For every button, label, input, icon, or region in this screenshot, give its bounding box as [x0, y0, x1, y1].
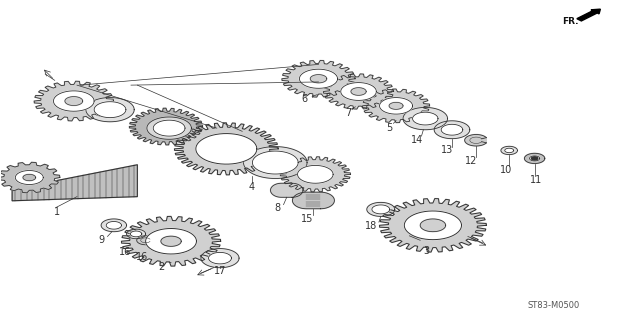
- Text: 14: 14: [411, 135, 423, 145]
- Text: 8: 8: [274, 204, 280, 213]
- Text: FR.: FR.: [562, 17, 578, 26]
- Polygon shape: [15, 171, 43, 185]
- Polygon shape: [292, 192, 334, 209]
- Polygon shape: [23, 174, 36, 181]
- Polygon shape: [341, 83, 376, 100]
- Polygon shape: [420, 219, 446, 232]
- Text: 1: 1: [54, 207, 60, 217]
- Polygon shape: [101, 219, 127, 232]
- Polygon shape: [147, 117, 191, 139]
- Text: 9: 9: [98, 235, 104, 245]
- Polygon shape: [380, 98, 413, 114]
- Polygon shape: [0, 162, 60, 193]
- Polygon shape: [299, 69, 338, 88]
- Polygon shape: [380, 199, 486, 252]
- Polygon shape: [127, 229, 146, 239]
- Polygon shape: [150, 119, 182, 134]
- Polygon shape: [201, 249, 239, 268]
- Polygon shape: [297, 165, 333, 183]
- Text: 2: 2: [159, 262, 164, 272]
- Polygon shape: [160, 123, 173, 130]
- Polygon shape: [280, 157, 350, 192]
- Polygon shape: [94, 102, 126, 118]
- Polygon shape: [529, 156, 540, 161]
- Polygon shape: [161, 236, 181, 246]
- Polygon shape: [54, 91, 94, 111]
- Polygon shape: [129, 108, 203, 145]
- Polygon shape: [175, 123, 278, 175]
- Polygon shape: [252, 151, 298, 174]
- Text: 13: 13: [441, 146, 454, 156]
- Text: 4: 4: [248, 182, 255, 192]
- Polygon shape: [12, 165, 138, 201]
- Polygon shape: [146, 228, 196, 254]
- Text: 18: 18: [364, 221, 376, 231]
- Polygon shape: [310, 75, 327, 83]
- Polygon shape: [196, 133, 257, 164]
- Polygon shape: [131, 231, 142, 237]
- Polygon shape: [434, 121, 469, 139]
- Polygon shape: [106, 221, 122, 229]
- Text: 6: 6: [301, 94, 308, 104]
- FancyArrow shape: [577, 9, 601, 21]
- Polygon shape: [404, 211, 462, 240]
- Polygon shape: [362, 89, 429, 123]
- Polygon shape: [324, 74, 394, 109]
- Text: 11: 11: [531, 175, 543, 185]
- Polygon shape: [413, 112, 438, 125]
- Polygon shape: [282, 60, 355, 97]
- Polygon shape: [501, 146, 517, 155]
- Polygon shape: [208, 252, 231, 264]
- Polygon shape: [372, 205, 390, 214]
- Polygon shape: [122, 216, 220, 266]
- Text: 17: 17: [214, 266, 226, 276]
- Polygon shape: [505, 148, 513, 153]
- Text: 10: 10: [500, 165, 512, 175]
- Polygon shape: [389, 102, 403, 109]
- Polygon shape: [351, 88, 366, 95]
- Polygon shape: [403, 108, 448, 130]
- Text: 16: 16: [118, 247, 131, 257]
- Text: 15: 15: [301, 214, 313, 224]
- Polygon shape: [243, 147, 307, 179]
- Text: 7: 7: [345, 108, 352, 118]
- Polygon shape: [34, 81, 113, 121]
- Polygon shape: [154, 120, 185, 136]
- Text: 16: 16: [136, 252, 148, 262]
- Polygon shape: [524, 153, 545, 164]
- Polygon shape: [271, 183, 303, 197]
- Text: 5: 5: [387, 123, 393, 132]
- Polygon shape: [86, 98, 134, 122]
- Polygon shape: [65, 97, 83, 106]
- Polygon shape: [367, 202, 395, 216]
- Text: 3: 3: [424, 246, 429, 256]
- Polygon shape: [531, 157, 538, 160]
- Polygon shape: [137, 236, 154, 245]
- Text: 12: 12: [465, 156, 477, 166]
- Polygon shape: [465, 134, 486, 146]
- Text: ST83-M0500: ST83-M0500: [527, 301, 580, 310]
- Polygon shape: [441, 124, 463, 135]
